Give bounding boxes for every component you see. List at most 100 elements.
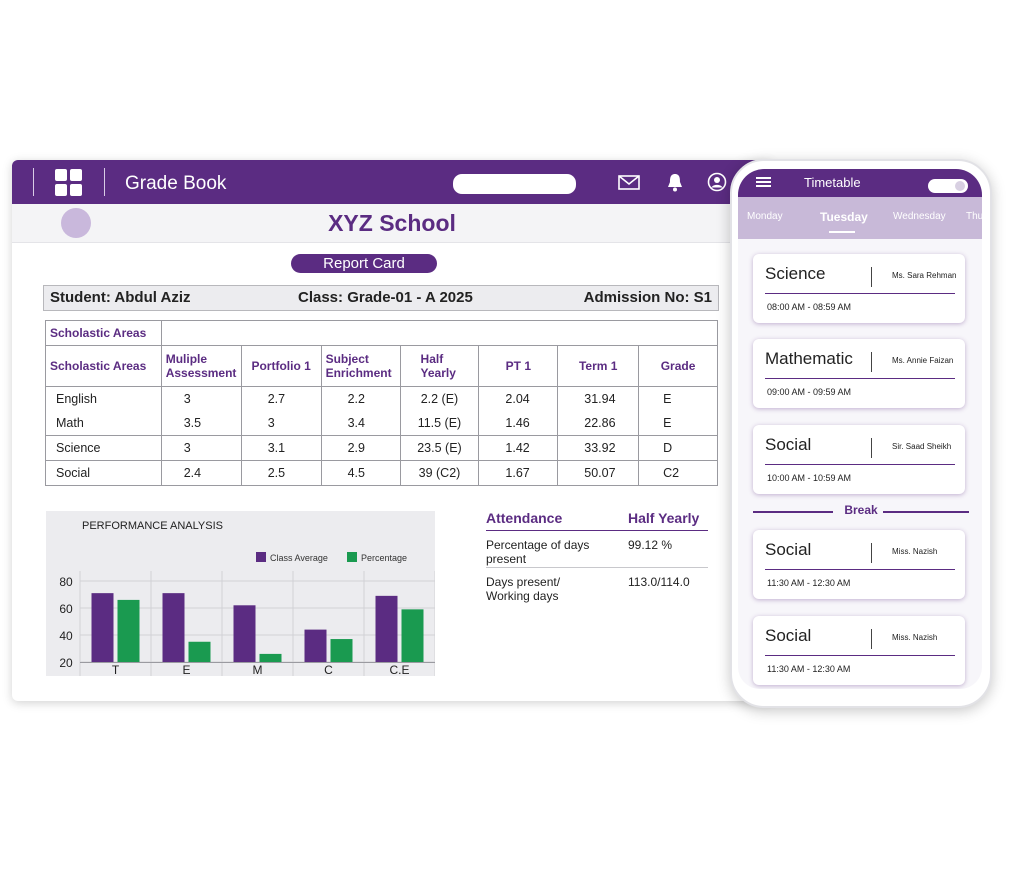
- tab-tuesday[interactable]: Tuesday: [820, 210, 868, 224]
- toggle-switch[interactable]: [928, 179, 968, 193]
- table-header-row: Scholastic Areas Muliple Assessment Port…: [45, 345, 718, 387]
- table-cell: 2.4: [160, 460, 242, 486]
- slot-time: 11:30 AM - 12:30 AM: [767, 578, 851, 588]
- tab-monday[interactable]: Monday: [747, 211, 783, 222]
- chart-title: PERFORMANCE ANALYSIS: [82, 520, 223, 532]
- divider: [765, 378, 955, 379]
- table-cell: E: [638, 386, 718, 411]
- attendance-row: Percentage of days present 99.12 %: [486, 531, 708, 568]
- table-cell: 33.92: [557, 435, 640, 461]
- table-cell: 1.67: [478, 460, 559, 486]
- timetable-card[interactable]: Social Miss. Nazish 11:30 AM - 12:30 AM: [753, 616, 965, 685]
- table-cell: 2.04: [478, 386, 559, 411]
- phone-top-bar: Timetable: [738, 169, 982, 197]
- table-cell: C2: [638, 460, 718, 486]
- break-label: Break: [844, 503, 878, 517]
- attendance-period: Half Yearly: [628, 510, 700, 526]
- slot-time: 08:00 AM - 08:59 AM: [767, 302, 852, 312]
- search-input[interactable]: [453, 174, 576, 194]
- table-cell: 2.2 (E): [399, 386, 480, 411]
- attendance-panel: Attendance Half Yearly Percentage of day…: [486, 508, 708, 604]
- divider: [871, 352, 872, 372]
- table-cell: E: [638, 411, 718, 436]
- table-cell: 3.5: [160, 411, 242, 436]
- bell-icon[interactable]: [664, 172, 686, 192]
- slot-subject: Social: [765, 626, 812, 645]
- app-title: Grade Book: [125, 173, 227, 194]
- report-card-button[interactable]: Report Card: [291, 254, 437, 273]
- timetable-card[interactable]: Social Miss. Nazish 11:30 AM - 12:30 AM: [753, 530, 965, 599]
- x-tick-label: T: [112, 663, 120, 676]
- phone-title: Timetable: [804, 175, 861, 190]
- timetable-card[interactable]: Mathematic Ms. Annie Faizan 09:00 AM - 09:…: [753, 339, 965, 408]
- chart-plot: 20 40 60 80 T E M C C.E: [59, 571, 435, 676]
- table-cell: 2.9: [320, 435, 401, 461]
- column-header: Half Yearly: [399, 345, 480, 387]
- attendance-label: Percentage of days present: [486, 538, 590, 566]
- mail-icon[interactable]: [618, 172, 640, 192]
- tab-thursday[interactable]: Thu: [966, 211, 982, 222]
- table-cell: 31.94: [557, 386, 640, 411]
- student-name: Student: Abdul Aziz: [50, 289, 191, 306]
- phone-screen: Timetable Monday Tuesday Wednesday Thu S…: [738, 169, 982, 689]
- student-class: Class: Grade-01 - A 2025: [298, 289, 473, 306]
- divider: [871, 543, 872, 563]
- bar-percentage: [259, 653, 282, 662]
- break-divider: Break: [753, 503, 969, 519]
- bar-class-average: [91, 593, 114, 662]
- x-tick-label: C: [324, 663, 333, 676]
- timetable-card[interactable]: Social Sir. Saad Sheikh 10:00 AM - 10:59 A…: [753, 425, 965, 494]
- slot-time: 10:00 AM - 10:59 AM: [767, 473, 852, 483]
- divider: [765, 293, 955, 294]
- column-header: Muliple Assessment: [160, 345, 242, 387]
- user-icon[interactable]: [706, 172, 728, 192]
- table-row: Math 3.5 3 3.4 11.5 (E) 1.46 22.86 E: [45, 411, 718, 436]
- attendance-label: Days present/ Working days: [486, 575, 561, 603]
- table-cell: 22.86: [557, 411, 640, 436]
- divider: [104, 168, 105, 196]
- table-cell: 3: [160, 386, 242, 411]
- school-name: XYZ School: [328, 210, 456, 236]
- slot-teacher: Ms. Annie Faizan: [892, 356, 954, 365]
- attendance-row: Days present/ Working days 113.0/114.0: [486, 568, 708, 604]
- column-header: Term 1: [557, 345, 640, 387]
- grid-icon[interactable]: [55, 169, 82, 196]
- table-cell: 11.5 (E): [399, 411, 480, 436]
- table-cell: 50.07: [557, 460, 640, 486]
- top-bar: Grade Book: [12, 160, 772, 204]
- phone-mockup: Timetable Monday Tuesday Wednesday Thu S…: [730, 159, 992, 708]
- bar-class-average: [162, 593, 185, 662]
- table-cell: Science: [45, 435, 162, 461]
- school-header: XYZ School: [12, 204, 772, 243]
- table-cell: 3: [240, 411, 322, 436]
- bar-percentage: [401, 609, 424, 662]
- table-cell: 1.46: [478, 411, 559, 436]
- table-row: Science 3 3.1 2.9 23.5 (E) 1.42 33.92 D: [45, 435, 718, 461]
- school-logo: [61, 208, 91, 238]
- column-header: PT 1: [478, 345, 559, 387]
- table-cell: 23.5 (E): [399, 435, 480, 461]
- divider: [871, 267, 872, 287]
- divider: [765, 655, 955, 656]
- table-cell: 2.2: [320, 386, 401, 411]
- table-cell: 4.5: [320, 460, 401, 486]
- column-header: Portfolio 1: [240, 345, 322, 387]
- tab-wednesday[interactable]: Wednesday: [893, 211, 946, 222]
- slot-teacher: Sir. Saad Sheikh: [892, 442, 952, 451]
- divider: [871, 438, 872, 458]
- table-cell: 2.7: [240, 386, 322, 411]
- bar-class-average: [304, 629, 327, 662]
- table-cell: D: [638, 435, 718, 461]
- divider: [765, 569, 955, 570]
- attendance-title: Attendance: [486, 510, 563, 526]
- table-cell: 3: [160, 435, 242, 461]
- menu-icon[interactable]: [756, 177, 771, 188]
- bar-class-average: [233, 605, 256, 662]
- x-tick-label: C.E: [389, 663, 409, 676]
- timetable-card[interactable]: Science Ms. Sara Rehman 08:00 AM - 08:59 A…: [753, 254, 965, 323]
- y-tick-label: 40: [59, 629, 73, 643]
- table-row: Social 2.4 2.5 4.5 39 (C2) 1.67 50.07 C2: [45, 460, 718, 486]
- column-header: Scholastic Areas: [45, 345, 162, 387]
- gradebook-window: Grade Book XYZ School Report Card Studen…: [12, 160, 772, 701]
- table-cell: English: [45, 386, 162, 411]
